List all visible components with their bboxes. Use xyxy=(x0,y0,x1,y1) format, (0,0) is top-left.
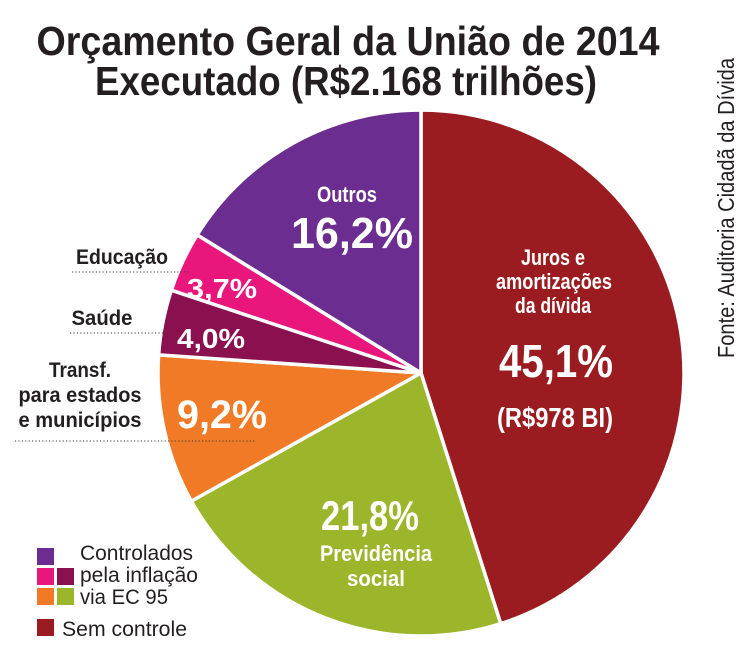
legend-swatch-transferencias xyxy=(37,588,54,605)
pie-slice-outros xyxy=(195,108,423,375)
label-transferencias-line-2: para estados xyxy=(19,384,142,407)
label-educacao: Educação xyxy=(76,246,168,269)
legend-swatch-educacao xyxy=(37,568,54,585)
legend-entry-controlados: Controlados pela inflação via EC 95 xyxy=(37,542,198,609)
chart-title: Orçamento Geral da União de 2014 xyxy=(37,18,660,64)
source-credit: Fonte: Auditoria Cidadã da Dívida xyxy=(713,58,739,358)
value-label-saude: 4,0% xyxy=(177,323,245,354)
amount-label-juros: (R$978 BI) xyxy=(497,402,613,433)
label-juros-line-1: Juros e xyxy=(521,245,585,270)
legend-label-controlados-line-1: Controlados xyxy=(80,542,193,565)
value-label-transferencias: 9,2% xyxy=(177,393,267,437)
label-juros-line-3: da dívida xyxy=(515,293,592,318)
legend-swatch-previdencia xyxy=(57,588,74,605)
label-previdencia-line-1: Previdência xyxy=(320,541,433,566)
outside-labels: Educação Saúde Transf. para estados e mu… xyxy=(19,246,169,432)
label-transferencias-line-3: e municípios xyxy=(19,409,142,432)
legend-entry-sem-controle: Sem controle xyxy=(37,618,187,641)
title-block: Orçamento Geral da União de 2014 Executa… xyxy=(37,18,660,104)
label-transferencias-line-1: Transf. xyxy=(49,359,111,382)
value-label-previdencia: 21,8% xyxy=(321,492,419,539)
slice-labels: Outros 16,2% 3,7% 4,0% 9,2% Juros e amor… xyxy=(177,182,613,591)
legend-label-controlados-line-2: pela inflação xyxy=(80,564,198,587)
pie xyxy=(156,108,686,638)
label-outros: Outros xyxy=(317,182,377,207)
label-juros-line-2: amortizações xyxy=(496,269,612,294)
leader-lines xyxy=(15,271,255,442)
label-previdencia-line-2: social xyxy=(347,566,405,591)
value-label-educacao: 3,7% xyxy=(187,273,257,304)
value-label-juros: 45,1% xyxy=(499,335,613,387)
legend-label-sem-controle: Sem controle xyxy=(62,618,187,641)
value-label-outros: 16,2% xyxy=(291,209,413,258)
legend-swatch-juros xyxy=(37,619,54,636)
chart-subtitle: Executado (R$2.168 trilhões) xyxy=(95,58,597,104)
legend-swatch-saude xyxy=(57,568,74,585)
legend: Controlados pela inflação via EC 95 Sem … xyxy=(37,542,198,641)
pie-slice-transferencias xyxy=(156,353,423,503)
label-saude: Saúde xyxy=(72,307,133,330)
legend-swatch-outros xyxy=(37,548,54,565)
pie-slice-juros-amortizacoes xyxy=(419,108,686,626)
legend-label-controlados-line-3: via EC 95 xyxy=(80,586,168,609)
pie-slice-previdencia xyxy=(189,371,503,638)
